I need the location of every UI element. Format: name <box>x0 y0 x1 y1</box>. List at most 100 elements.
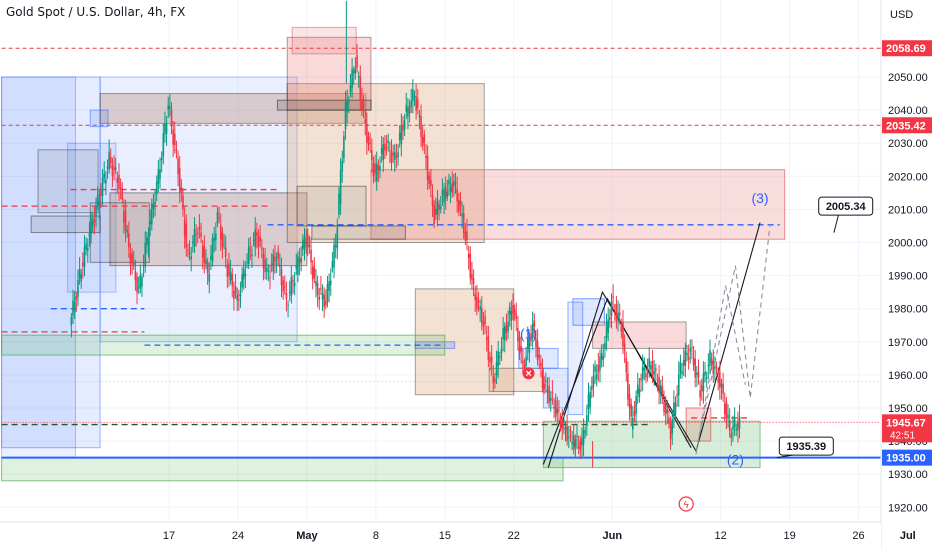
candle-body <box>264 259 266 273</box>
candle-body <box>482 321 485 327</box>
candle-body <box>114 167 117 170</box>
candle-body <box>510 310 513 321</box>
wave-path-2[interactable] <box>542 297 692 465</box>
candle-body <box>520 345 522 352</box>
candle-body <box>160 157 163 161</box>
candle-body <box>710 358 713 364</box>
brown-zone[interactable] <box>109 192 308 267</box>
candle-body <box>152 204 155 209</box>
wave-label: (2) <box>727 451 744 467</box>
candle-body <box>231 274 234 287</box>
candle-body <box>627 373 629 400</box>
x-tick-label: 15 <box>439 530 451 542</box>
x-tick-label: 12 <box>715 530 727 542</box>
candle-body <box>508 307 511 315</box>
y-tick-label: 1980.00 <box>888 304 928 316</box>
blue-zone[interactable] <box>99 76 298 343</box>
candle-body <box>558 410 560 412</box>
blue-zone[interactable] <box>567 301 584 416</box>
candle-body <box>326 284 329 303</box>
gray-zone[interactable] <box>296 185 367 227</box>
candle-body <box>538 354 541 358</box>
candle-body <box>494 378 496 382</box>
candle-body <box>700 385 703 391</box>
candle-body <box>499 356 501 358</box>
gray-zone[interactable] <box>37 149 99 214</box>
candle-body <box>82 262 84 267</box>
candle-body <box>380 147 383 154</box>
green-zone[interactable] <box>542 420 761 469</box>
flash-icon[interactable] <box>678 496 694 512</box>
brown-zone[interactable] <box>89 202 150 263</box>
red-zone[interactable] <box>370 169 786 240</box>
candle-body <box>298 258 301 264</box>
candle-body <box>727 414 729 419</box>
candle-body <box>357 75 360 78</box>
red-zone[interactable] <box>291 26 357 55</box>
candle-body <box>512 305 514 314</box>
candle-body <box>673 402 675 417</box>
candle-body <box>113 167 115 170</box>
candle-body <box>415 96 417 111</box>
projection-path-2[interactable] <box>695 285 746 455</box>
candle-body <box>587 394 590 410</box>
candle-body <box>433 204 435 224</box>
candle-body <box>379 165 381 172</box>
gray-zone[interactable] <box>311 225 406 240</box>
candle-body <box>246 261 248 263</box>
y-tick-label: 2000.00 <box>888 238 928 250</box>
candle-body <box>147 237 150 246</box>
green-zone[interactable] <box>1 457 564 482</box>
candle-body <box>105 179 107 184</box>
candle-body <box>431 195 434 207</box>
candle-body <box>157 169 160 184</box>
close-marker-icon[interactable] <box>522 367 535 380</box>
candle-body <box>653 371 655 375</box>
gray-zone[interactable] <box>276 99 372 111</box>
price-callout-box[interactable] <box>778 436 834 456</box>
candle-body <box>182 195 184 210</box>
blue-zone[interactable] <box>89 109 109 128</box>
candle-body <box>215 233 217 240</box>
green-zone[interactable] <box>1 334 446 356</box>
candle-body <box>351 68 353 88</box>
candle-body <box>441 190 444 196</box>
candle-body <box>454 182 457 184</box>
candle-body <box>495 362 498 376</box>
candle-body <box>274 256 276 262</box>
candle-body <box>635 396 637 414</box>
x-tick-label: 8 <box>373 530 379 542</box>
candle-body <box>712 360 715 375</box>
candle-body <box>132 262 135 265</box>
blue-zone[interactable] <box>1 76 101 449</box>
candle-body <box>262 254 265 269</box>
brown-zone[interactable] <box>99 93 367 124</box>
candle-body <box>170 109 173 126</box>
candle-body <box>451 183 454 193</box>
candle-body <box>254 229 257 247</box>
candle-body <box>359 76 362 100</box>
brown-zone[interactable] <box>286 83 485 244</box>
price-callout-box[interactable] <box>818 196 874 216</box>
candle-body <box>85 243 87 250</box>
candle-body <box>124 210 127 231</box>
candle-body <box>574 439 577 448</box>
candle-body <box>620 325 623 332</box>
projection-path[interactable] <box>695 225 771 452</box>
gray-zone[interactable] <box>30 215 101 234</box>
y-tick-label: 2040.00 <box>888 105 928 117</box>
candle-body <box>548 385 550 403</box>
candle-body <box>165 123 168 134</box>
candle-body <box>331 261 334 269</box>
blue-zone[interactable] <box>518 347 559 369</box>
candle-body <box>650 365 652 370</box>
candle-body <box>86 247 89 251</box>
candle-body <box>139 275 142 289</box>
candle-body <box>265 267 268 272</box>
blue-zone[interactable] <box>1 76 76 459</box>
candle-body <box>420 116 422 138</box>
candle-body <box>418 115 421 118</box>
candle-body <box>728 419 731 431</box>
candle-body <box>725 401 728 417</box>
